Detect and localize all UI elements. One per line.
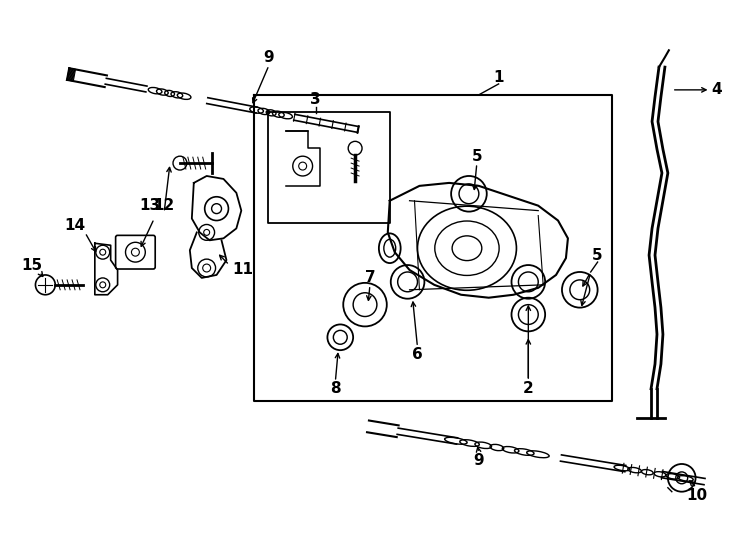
Text: 7: 7 (365, 271, 375, 286)
Text: 9: 9 (473, 453, 484, 468)
Text: 8: 8 (330, 381, 341, 396)
Text: 5: 5 (592, 248, 603, 262)
Text: 6: 6 (412, 347, 423, 362)
Text: 12: 12 (153, 198, 175, 213)
Text: 15: 15 (21, 258, 42, 273)
Text: 11: 11 (233, 262, 254, 278)
Text: 1: 1 (493, 70, 504, 84)
Text: 10: 10 (686, 488, 707, 503)
Text: 4: 4 (711, 83, 722, 97)
Text: 14: 14 (65, 218, 86, 233)
Text: 9: 9 (264, 50, 275, 65)
Text: 13: 13 (139, 198, 161, 213)
Text: 3: 3 (310, 92, 321, 107)
Text: 5: 5 (471, 148, 482, 164)
Text: 2: 2 (523, 381, 534, 396)
